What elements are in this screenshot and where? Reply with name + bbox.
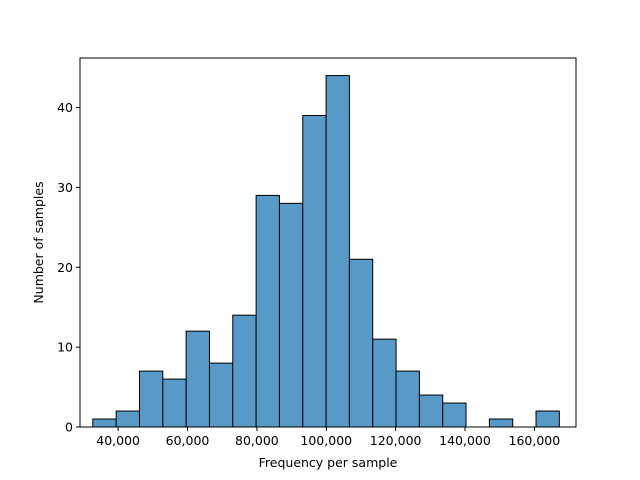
histogram-bar xyxy=(442,402,467,428)
x-axis-label: Frequency per sample xyxy=(259,455,398,470)
histogram-bar xyxy=(138,370,164,428)
histogram-bar xyxy=(162,378,187,428)
histogram-bar xyxy=(185,330,210,428)
histogram-bar xyxy=(535,410,560,428)
y-axis-label: Number of samples xyxy=(31,181,46,303)
x-tick-label: 120,000 xyxy=(370,433,422,448)
y-tick-label: 30 xyxy=(57,180,73,195)
histogram-bar xyxy=(348,258,374,428)
y-tick-label: 20 xyxy=(57,260,73,275)
histogram-bar xyxy=(395,370,420,428)
x-tick-label: 140,000 xyxy=(439,433,491,448)
histogram-bar xyxy=(372,338,397,428)
histogram-bar xyxy=(278,202,304,428)
histogram-bar xyxy=(325,75,350,428)
y-tick-label: 40 xyxy=(57,100,73,115)
histogram-bar xyxy=(418,394,444,428)
y-tick-label: 0 xyxy=(65,420,73,435)
histogram-bar xyxy=(232,314,257,428)
x-tick-label: 60,000 xyxy=(166,433,210,448)
x-tick-label: 160,000 xyxy=(509,433,561,448)
y-tick-label: 10 xyxy=(57,340,73,355)
x-tick-label: 100,000 xyxy=(300,433,352,448)
y-axis-ticks: 0 10 20 30 40 xyxy=(57,100,80,435)
histogram-bar xyxy=(488,418,514,428)
histogram-bar xyxy=(302,115,327,428)
histogram-bar xyxy=(92,418,117,428)
x-tick-label: 40,000 xyxy=(96,433,140,448)
histogram-bar xyxy=(208,362,234,428)
x-axis-ticks: 40,000 60,000 80,000 100,000 120,000 140,000 1… xyxy=(96,427,560,448)
plot-frame xyxy=(79,57,577,428)
x-tick-label: 80,000 xyxy=(235,433,279,448)
histogram-bar xyxy=(115,410,140,428)
histogram-bar xyxy=(255,194,280,428)
bars-group xyxy=(92,75,560,428)
